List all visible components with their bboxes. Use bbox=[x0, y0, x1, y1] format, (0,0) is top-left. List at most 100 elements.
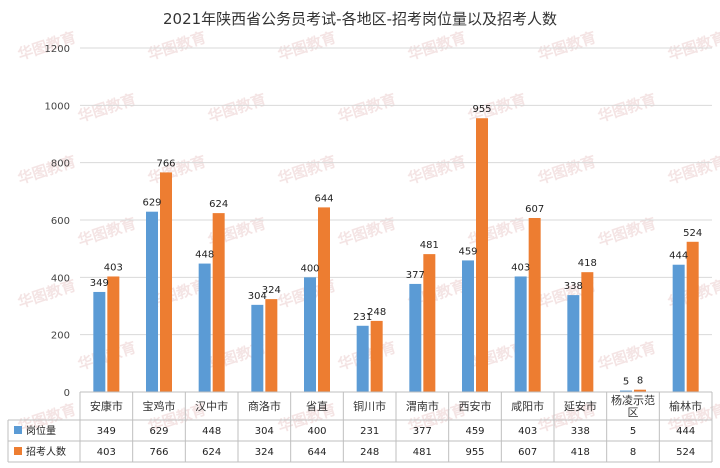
data-label-1-8: 607 bbox=[525, 204, 544, 215]
watermark-text-12: 华图教育 bbox=[16, 152, 79, 188]
table-cell-0-6: 377 bbox=[413, 426, 432, 437]
category-label-9: 延安市 bbox=[564, 399, 597, 413]
y-tick-label-0: 0 bbox=[64, 388, 70, 399]
data-label-0-5: 231 bbox=[353, 312, 372, 323]
table-cell-0-0: 349 bbox=[97, 426, 116, 437]
table-cell-0-7: 459 bbox=[465, 426, 484, 437]
bar-0-8 bbox=[514, 276, 527, 392]
bar-1-1 bbox=[160, 172, 172, 392]
table-cell-0-4: 400 bbox=[307, 426, 326, 437]
chart-title: 2021年陕西省公务员考试-各地区-招考岗位量以及招考人数 bbox=[163, 10, 557, 28]
category-label-10: 杨凌示范区 bbox=[611, 393, 655, 419]
bar-0-9 bbox=[567, 295, 580, 392]
category-label-4: 省直 bbox=[306, 399, 328, 413]
bar-0-10 bbox=[620, 390, 632, 392]
table-cell-1-7: 955 bbox=[465, 447, 484, 458]
y-tick-label-800: 800 bbox=[51, 159, 70, 170]
table-cell-1-2: 624 bbox=[202, 447, 221, 458]
watermark-text-30: 华图教育 bbox=[76, 338, 139, 374]
table-cell-1-6: 481 bbox=[413, 447, 432, 458]
watermark-text-6: 华图教育 bbox=[76, 90, 139, 126]
bar-1-8 bbox=[528, 217, 541, 392]
bar-1-3 bbox=[265, 299, 278, 392]
data-label-1-5: 248 bbox=[367, 307, 386, 318]
bar-0-11 bbox=[672, 264, 685, 392]
table-cell-0-3: 304 bbox=[255, 426, 274, 437]
watermark-text-8: 华图教育 bbox=[336, 90, 399, 126]
category-label-2: 汉中市 bbox=[195, 399, 228, 413]
data-label-0-4: 400 bbox=[300, 263, 319, 274]
table-cell-0-11: 444 bbox=[676, 426, 695, 437]
category-label-11: 榆林市 bbox=[669, 399, 702, 413]
table-cell-0-8: 403 bbox=[518, 426, 537, 437]
gridlines bbox=[80, 47, 712, 393]
bar-1-2 bbox=[212, 213, 225, 392]
watermark-text-7: 华图教育 bbox=[206, 90, 269, 126]
watermark-text-18: 华图教育 bbox=[76, 214, 139, 250]
y-axis: 0 200 400 600 800 1000 1200 bbox=[45, 44, 70, 399]
watermark-text-1: 华图教育 bbox=[146, 28, 209, 64]
table-cell-1-8: 607 bbox=[518, 447, 537, 458]
category-label-8: 咸阳市 bbox=[511, 399, 544, 413]
bar-0-5 bbox=[356, 325, 369, 392]
category-label-3: 商洛市 bbox=[248, 399, 281, 413]
data-label-0-3: 304 bbox=[248, 291, 267, 302]
bar-0-4 bbox=[304, 277, 316, 392]
watermark-text-15: 华图教育 bbox=[406, 152, 469, 188]
bar-1-7 bbox=[476, 118, 488, 392]
category-label-0: 安康市 bbox=[90, 399, 123, 413]
data-label-1-6: 481 bbox=[420, 240, 439, 251]
data-label-1-0: 403 bbox=[104, 262, 123, 273]
watermark-text-14: 华图教育 bbox=[276, 152, 339, 188]
data-label-0-7: 459 bbox=[458, 246, 477, 257]
category-label-1: 宝鸡市 bbox=[143, 399, 176, 413]
data-label-0-0: 349 bbox=[90, 278, 109, 289]
watermark-text-5: 华图教育 bbox=[666, 28, 720, 64]
watermark-text-22: 华图教育 bbox=[596, 214, 659, 250]
data-label-1-4: 644 bbox=[314, 193, 333, 204]
legend-key-1 bbox=[14, 447, 22, 455]
watermark-text-2: 华图教育 bbox=[276, 28, 339, 64]
watermark-text-34: 华图教育 bbox=[596, 338, 659, 374]
bar-1-5 bbox=[370, 320, 383, 392]
table-cell-1-10: 8 bbox=[630, 447, 636, 458]
table-cell-1-5: 248 bbox=[360, 447, 379, 458]
table-cell-1-0: 403 bbox=[97, 447, 116, 458]
data-label-1-11: 524 bbox=[683, 228, 702, 239]
bar-0-1 bbox=[146, 211, 158, 392]
legend-key-0 bbox=[14, 426, 22, 434]
bar-0-3 bbox=[251, 304, 264, 392]
data-label-0-10: 5 bbox=[623, 377, 629, 388]
data-label-0-9: 338 bbox=[564, 281, 583, 292]
bar-0-6 bbox=[409, 283, 422, 392]
watermark-text-10: 华图教育 bbox=[596, 90, 659, 126]
table-cell-1-1: 766 bbox=[149, 447, 168, 458]
data-label-1-1: 766 bbox=[156, 158, 175, 169]
data-labels: 349 629 448 304 400 231 377 459 403 338 5 444 403 766… bbox=[90, 104, 702, 387]
table-cell-1-4: 644 bbox=[307, 447, 326, 458]
table-cell-1-11: 524 bbox=[676, 447, 695, 458]
data-label-0-6: 377 bbox=[406, 270, 425, 281]
bar-1-6 bbox=[423, 254, 436, 392]
watermark-text-17: 华图教育 bbox=[666, 152, 720, 188]
table-cell-1-9: 418 bbox=[571, 447, 590, 458]
watermark-text-16: 华图教育 bbox=[536, 152, 599, 188]
data-label-1-9: 418 bbox=[578, 258, 597, 269]
table-cell-0-9: 338 bbox=[571, 426, 590, 437]
category-label-6: 渭南市 bbox=[406, 399, 439, 413]
bar-0-0 bbox=[93, 291, 106, 392]
y-tick-label-1200: 1200 bbox=[45, 44, 70, 55]
watermark-text-3: 华图教育 bbox=[406, 28, 469, 64]
series-name-1: 招考人数 bbox=[26, 445, 66, 458]
data-label-1-3: 324 bbox=[262, 285, 281, 296]
bar-1-9 bbox=[581, 272, 594, 392]
watermark-text-4: 华图教育 bbox=[536, 28, 599, 64]
table-cell-0-5: 231 bbox=[360, 426, 379, 437]
y-tick-label-600: 600 bbox=[51, 216, 70, 227]
y-tick-label-400: 400 bbox=[51, 273, 70, 284]
bar-1-0 bbox=[107, 276, 120, 392]
category-label-5: 铜川市 bbox=[353, 399, 386, 413]
watermark-text-21: 华图教育 bbox=[466, 214, 529, 250]
